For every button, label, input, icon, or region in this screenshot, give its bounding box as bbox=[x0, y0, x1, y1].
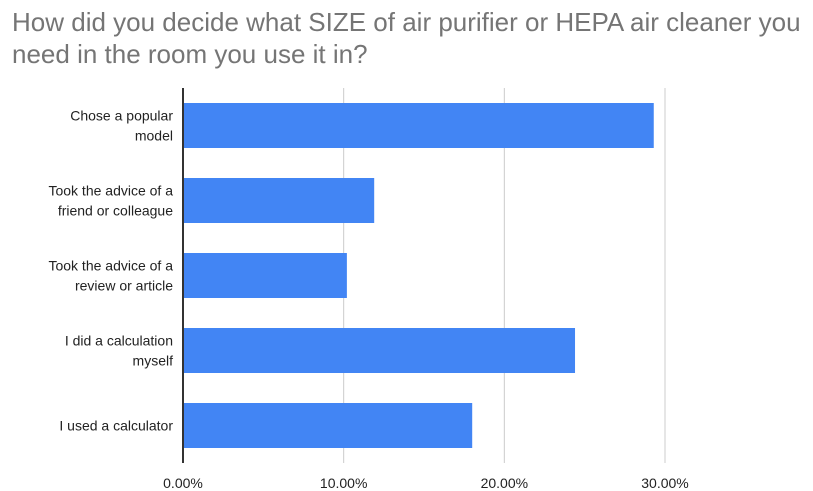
chart-title: How did you decide what SIZE of air puri… bbox=[12, 7, 801, 69]
x-tick-label: 10.00% bbox=[320, 475, 367, 491]
category-label: Took the advice of a friend or colleague bbox=[48, 183, 173, 219]
bar bbox=[183, 178, 375, 223]
bar bbox=[183, 328, 576, 373]
category-label: Chose a popular model bbox=[70, 108, 173, 144]
bar bbox=[183, 103, 654, 148]
category-label: Took the advice of a review or article bbox=[48, 258, 173, 294]
x-tick-label: 20.00% bbox=[481, 475, 528, 491]
x-tick-labels: 0.00% 10.00% 20.00% 30.00% bbox=[163, 475, 689, 491]
bar bbox=[183, 403, 473, 448]
x-tick-label: 30.00% bbox=[641, 475, 688, 491]
bar bbox=[183, 253, 347, 298]
x-tick-label: 0.00% bbox=[163, 475, 203, 491]
category-label: I used a calculator bbox=[59, 418, 173, 434]
category-label: I did a calculation myself bbox=[65, 333, 173, 369]
category-labels: Chose a popular model Took the advice of a… bbox=[48, 108, 173, 434]
bars bbox=[183, 103, 654, 448]
